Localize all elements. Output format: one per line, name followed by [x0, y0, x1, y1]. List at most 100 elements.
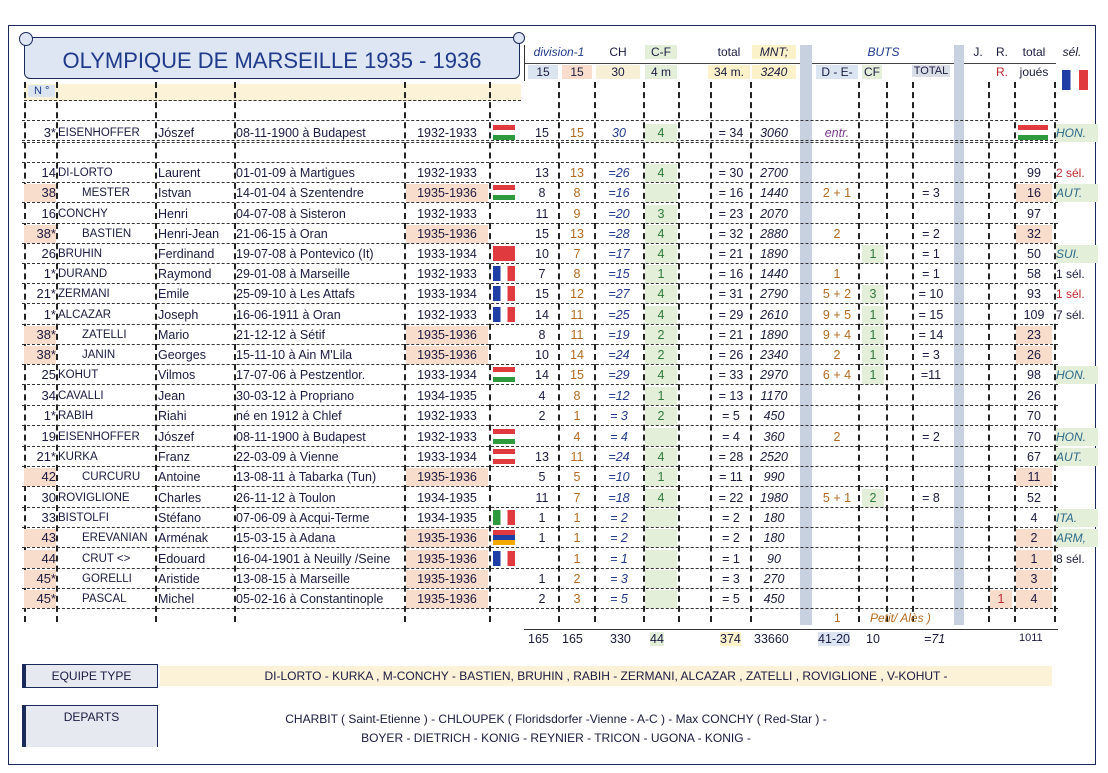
cell-cf — [645, 570, 677, 588]
cell-cf2: 1 — [862, 366, 884, 384]
cell-n: 21* — [36, 449, 56, 464]
cell-cf: 4 — [645, 285, 677, 303]
cell-cf: 4 — [645, 164, 677, 182]
cell-first: Charles — [158, 491, 202, 505]
cell-years: 1934-1935 — [417, 389, 477, 403]
n-header-strip — [24, 84, 521, 101]
cell-first: Emile — [158, 287, 190, 301]
cell-cf — [645, 184, 677, 202]
cell-r — [990, 164, 1012, 182]
cell-cf2 — [862, 529, 884, 547]
austria-flag-icon — [493, 449, 515, 464]
header2-d: D - E- — [816, 65, 858, 79]
cell-n: 38* — [24, 225, 56, 243]
cell-d: 2 — [833, 348, 841, 362]
table-row: 16 CONCHY Henri 04-07-08 à Sisteron 1932-193… — [0, 205, 1108, 224]
cell-cf2 — [862, 590, 884, 608]
row-line — [22, 263, 1058, 264]
cell-sel — [1056, 570, 1098, 588]
cell-first: Vilmos — [158, 368, 196, 382]
cell-total: = 2 — [722, 511, 740, 525]
cell-ch: 14 — [570, 348, 584, 362]
cell-first: Jószef — [158, 126, 195, 140]
cell-div: 2 — [538, 409, 546, 423]
cell-first: Georges — [158, 348, 206, 362]
cell-n: 38 — [24, 184, 56, 202]
cell-chs: =24 — [608, 450, 630, 464]
cell-years: 1934-1935 — [417, 491, 477, 505]
cell-mnt: 180 — [763, 531, 785, 545]
cell-chs: =28 — [608, 227, 630, 241]
cell-first: Antoine — [158, 470, 201, 484]
cell-n: 1* — [43, 307, 56, 322]
header-ch: CH — [609, 45, 627, 59]
hungary-flag-icon — [493, 367, 515, 382]
page-frame — [8, 25, 1096, 765]
cell-sel: SUI. — [1056, 245, 1098, 263]
header-total: total — [717, 45, 741, 59]
cell-name: GORELLI — [82, 573, 132, 585]
cell-name: EISENHOFFER — [58, 127, 140, 139]
cell-cf: 1 — [645, 265, 677, 283]
cell-n: 14 — [41, 165, 56, 180]
cell-years: 1932-1933 — [417, 308, 477, 322]
cell-cf — [645, 590, 677, 608]
cell-ch: 9 — [573, 207, 581, 221]
cell-joues: 1 — [1016, 550, 1052, 568]
total-div: 165 — [528, 632, 549, 646]
cell-tot: = 2 — [922, 430, 940, 444]
cell-years: 1935-1936 — [406, 529, 488, 547]
row-line — [22, 364, 1058, 365]
cell-div: 15 — [535, 126, 549, 140]
cell-d: 2 — [833, 430, 841, 444]
cell-cf — [645, 550, 677, 568]
cell-name: ZATELLI — [82, 329, 127, 341]
row-line — [22, 303, 1058, 304]
cell-chs: 30 — [612, 126, 626, 140]
cell-ch: 11 — [570, 308, 584, 322]
cell-years: 1932-1933 — [417, 166, 477, 180]
cell-mnt: 2790 — [760, 287, 788, 301]
equipe-label: EQUIPE TYPE — [51, 669, 132, 683]
cell-r — [990, 245, 1012, 263]
cell-chs: = 1 — [610, 552, 628, 566]
cell-tot: = 10 — [918, 287, 944, 301]
cell-r — [990, 184, 1012, 202]
cell-n: 21* — [36, 286, 56, 301]
row-line — [22, 425, 1058, 426]
row-line — [22, 344, 1058, 345]
cell-birth: 08-11-1900 à Budapest — [236, 430, 366, 444]
header2-tot: TOTAL — [912, 65, 950, 77]
cell-div: 8 — [538, 186, 546, 200]
cell-cf2 — [862, 124, 884, 142]
cell-d: 2 + 1 — [822, 186, 852, 200]
cell-div: 4 — [538, 389, 546, 403]
cell-cf: 4 — [645, 306, 677, 324]
hungary-flag-icon — [493, 429, 515, 444]
header-division: division-1 — [533, 45, 585, 59]
cell-mnt: 3060 — [760, 126, 788, 140]
cell-cf2 — [862, 164, 884, 182]
cell-ch: 15 — [570, 368, 584, 382]
cell-div: 11 — [535, 207, 549, 221]
table-row: 21* ZERMANI Emile 25-09-10 à Les Attafs 1933… — [0, 285, 1108, 304]
cell-tot — [912, 468, 950, 486]
cell-sel: 8 sél. — [1056, 552, 1085, 566]
cell-sel: HON. — [1056, 428, 1098, 446]
cell-r — [990, 550, 1012, 568]
header-line-1 — [524, 63, 1056, 64]
cell-name: ROVIGLIONE — [58, 492, 130, 504]
cell-r — [990, 265, 1012, 283]
cell-mnt: 2340 — [760, 348, 788, 362]
cell-total: = 5 — [722, 592, 740, 606]
cell-birth: 29-01-08 à Marseille — [236, 267, 350, 281]
total-d: 41-20 — [818, 632, 850, 646]
cell-total: = 31 — [718, 287, 744, 301]
cell-tot — [912, 205, 950, 223]
cell-mnt: 2880 — [760, 227, 788, 241]
cell-mnt: 2520 — [760, 450, 788, 464]
cell-ch: 8 — [573, 267, 581, 281]
header-sel: sél. — [1062, 45, 1082, 59]
cell-div: 15 — [535, 287, 549, 301]
cell-chs: =20 — [608, 207, 630, 221]
